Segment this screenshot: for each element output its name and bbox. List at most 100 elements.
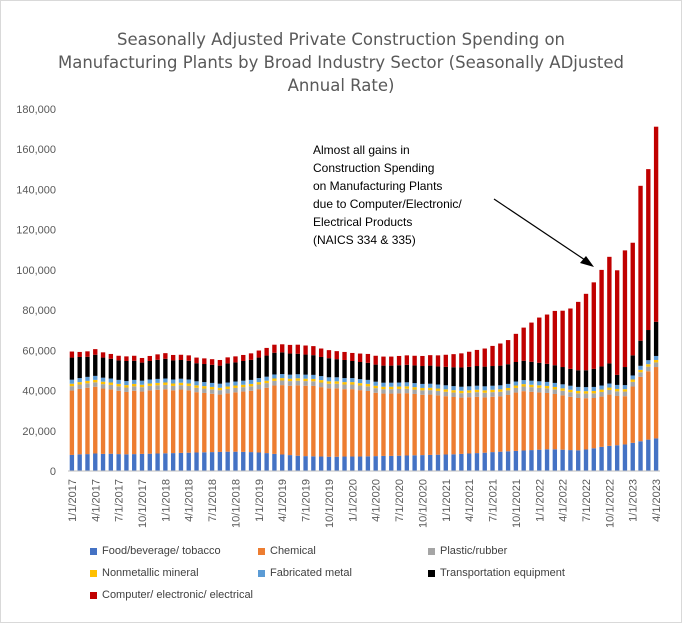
bar-segment-series-0: [139, 453, 145, 471]
bar-segment-series-2: [614, 391, 620, 396]
bar-segment-series-6: [466, 351, 472, 367]
bar-stack: [85, 351, 90, 471]
bar-segment-series-6: [264, 347, 269, 356]
bar-segment-series-1: [389, 393, 394, 456]
bar-segment-series-2: [459, 393, 464, 398]
bar-segment-series-3: [256, 382, 262, 385]
bar-segment-series-5: [132, 360, 137, 380]
bar-segment-series-3: [451, 390, 456, 393]
bar-segment-series-2: [412, 389, 417, 394]
bar-segment-series-6: [69, 351, 75, 358]
bar-segment-series-2: [529, 387, 534, 392]
bar-segment-series-3: [638, 369, 643, 373]
bar-segment-series-1: [443, 396, 448, 455]
bar-segment-series-6: [248, 353, 254, 360]
bar-segment-series-4: [178, 378, 184, 383]
bar-stack: [412, 355, 417, 471]
y-tick-label: 20,000: [22, 426, 56, 438]
bar-segment-series-1: [217, 394, 223, 452]
bar-segment-series-0: [170, 453, 176, 471]
bar-segment-series-0: [474, 453, 480, 471]
bar-segment-series-5: [256, 357, 262, 379]
bar-segment-series-2: [100, 384, 106, 389]
bar-segment-series-3: [287, 378, 293, 382]
bar-segment-series-0: [381, 455, 386, 471]
bar-segment-series-5: [576, 370, 581, 387]
bar-segment-series-4: [638, 365, 643, 370]
bar-segment-series-1: [552, 393, 558, 450]
legend-item-fabricated: Fabricated metal: [258, 567, 352, 579]
bar-segment-series-6: [132, 355, 137, 361]
bar-segment-series-0: [607, 445, 612, 471]
bar-segment-series-3: [568, 389, 573, 393]
bar-segment-series-6: [373, 355, 378, 365]
bar-segment-series-4: [194, 381, 199, 386]
bar-segment-series-5: [373, 364, 378, 382]
bar-segment-series-6: [412, 355, 417, 366]
legend-swatch-chemical: [258, 547, 265, 555]
bar-segment-series-4: [280, 374, 285, 379]
bar-stack: [451, 354, 456, 471]
bar-segment-series-4: [537, 381, 542, 386]
bar-segment-series-1: [108, 389, 114, 454]
bar-segment-series-4: [451, 386, 456, 391]
bar-stack: [537, 317, 542, 471]
bar-segment-series-6: [638, 185, 643, 341]
bar-segment-series-5: [630, 355, 635, 376]
annotation-arrow-line: [493, 198, 589, 263]
bar-segment-series-1: [233, 392, 238, 452]
bar-segment-series-0: [256, 452, 262, 471]
bar-segment-series-3: [365, 383, 371, 387]
bar-segment-series-2: [583, 393, 589, 399]
bar-segment-series-5: [318, 356, 324, 377]
bar-segment-series-0: [389, 455, 394, 471]
bar-segment-series-3: [498, 389, 503, 392]
bar-segment-series-1: [334, 388, 339, 457]
bar-segment-series-1: [287, 385, 293, 456]
bar-segment-series-2: [373, 388, 378, 393]
bar-segment-series-0: [357, 456, 363, 471]
bar-stack: [459, 353, 464, 471]
bar-segment-series-4: [124, 381, 129, 386]
bar-segment-series-1: [69, 390, 75, 455]
bar-segment-series-3: [646, 364, 651, 367]
bar-segment-series-3: [318, 380, 324, 383]
bar-segment-series-4: [108, 378, 114, 383]
bar-segment-series-5: [396, 365, 402, 383]
bar-segment-series-3: [544, 385, 550, 389]
bar-stack: [365, 353, 371, 471]
bar-segment-series-0: [326, 456, 332, 471]
bar-segment-series-3: [420, 387, 425, 391]
bar-segment-series-6: [202, 358, 207, 365]
bar-segment-series-1: [248, 390, 254, 453]
bar-stack: [420, 355, 425, 471]
legend-label-nonmetallic: Nonmetallic mineral: [102, 567, 199, 579]
bar-segment-series-1: [365, 390, 371, 457]
bar-segment-series-6: [272, 344, 277, 353]
bar-segment-series-6: [622, 250, 628, 368]
bar-segment-series-5: [202, 364, 207, 383]
bar-segment-series-3: [560, 388, 565, 391]
bar-segment-series-4: [147, 379, 152, 384]
bar-segment-series-6: [521, 327, 526, 361]
x-tick-label: 10/1/2020: [417, 479, 429, 528]
bar-segment-series-6: [217, 359, 223, 366]
bar-segment-series-3: [459, 390, 464, 394]
bar-segment-series-2: [147, 385, 152, 391]
bar-stack: [77, 351, 82, 471]
bar-segment-series-4: [170, 379, 176, 384]
bar-segment-series-4: [630, 375, 635, 380]
bar-segment-series-1: [155, 389, 160, 454]
bar-stack: [163, 353, 168, 471]
bar-segment-series-1: [326, 388, 332, 457]
bar-segment-series-1: [607, 394, 612, 446]
x-tick-label: 4/1/2018: [184, 479, 196, 522]
bar-segment-series-4: [459, 386, 464, 391]
bar-segment-series-3: [124, 385, 129, 388]
bar-segment-series-5: [552, 365, 558, 383]
bar-segment-series-4: [607, 383, 612, 388]
bar-segment-series-5: [428, 365, 433, 384]
bar-segment-series-6: [100, 352, 106, 358]
x-tick-label: 1/1/2019: [254, 479, 266, 522]
